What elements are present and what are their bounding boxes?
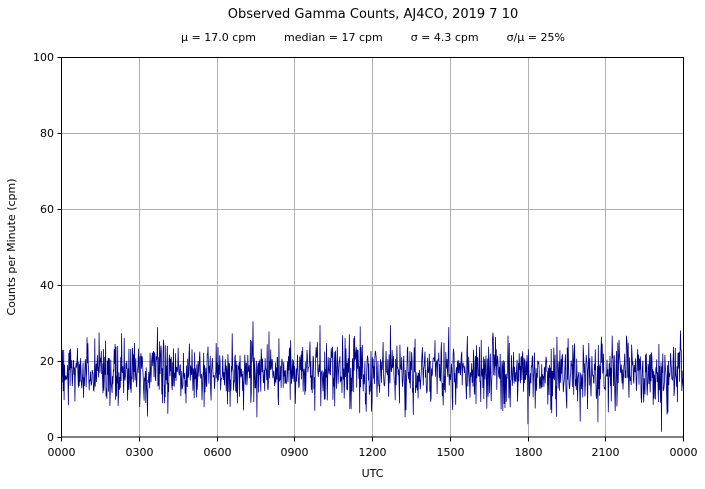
- y-tick-marks: [57, 57, 62, 438]
- stat-ratio: σ/μ = 25%: [506, 31, 565, 44]
- y-tick-label-40: 40: [40, 279, 54, 292]
- x-tick-label-0000b: 0000: [670, 446, 698, 459]
- y-tick-label-60: 60: [40, 203, 54, 216]
- y-tick-label-0: 0: [47, 431, 54, 444]
- x-tick-label-0000a: 0000: [48, 446, 76, 459]
- x-axis-label: UTC: [362, 467, 384, 480]
- gamma-series-line: [61, 321, 684, 432]
- y-axis-label: Counts per Minute (cpm): [5, 178, 18, 315]
- x-tick-label-0600: 0600: [204, 446, 232, 459]
- stat-sigma: σ = 4.3 cpm: [410, 31, 479, 44]
- x-tick-labels: 0000 0300 0600 0900 1200 1500 1800 2100 …: [48, 446, 698, 459]
- y-tick-labels: 0 20 40 60 80 100: [33, 51, 54, 444]
- x-tick-marks: [61, 437, 684, 442]
- stat-median: median = 17 cpm: [284, 31, 383, 44]
- chart-title: Observed Gamma Counts, AJ4CO, 2019 7 10: [227, 7, 519, 22]
- x-tick-label-2100: 2100: [592, 446, 620, 459]
- x-tick-label-1200: 1200: [359, 446, 387, 459]
- y-tick-label-20: 20: [40, 355, 54, 368]
- x-tick-label-0900: 0900: [281, 446, 309, 459]
- x-tick-label-1800: 1800: [515, 446, 543, 459]
- x-tick-label-1500: 1500: [437, 446, 465, 459]
- stat-mu: μ = 17.0 cpm: [181, 31, 256, 44]
- x-tick-label-0300: 0300: [126, 446, 154, 459]
- y-tick-label-100: 100: [33, 51, 54, 64]
- y-tick-label-80: 80: [40, 127, 54, 140]
- chart-subtitle: μ = 17.0 cpm median = 17 cpm σ = 4.3 cpm σ/…: [62, 30, 684, 45]
- gamma-series: [61, 321, 684, 432]
